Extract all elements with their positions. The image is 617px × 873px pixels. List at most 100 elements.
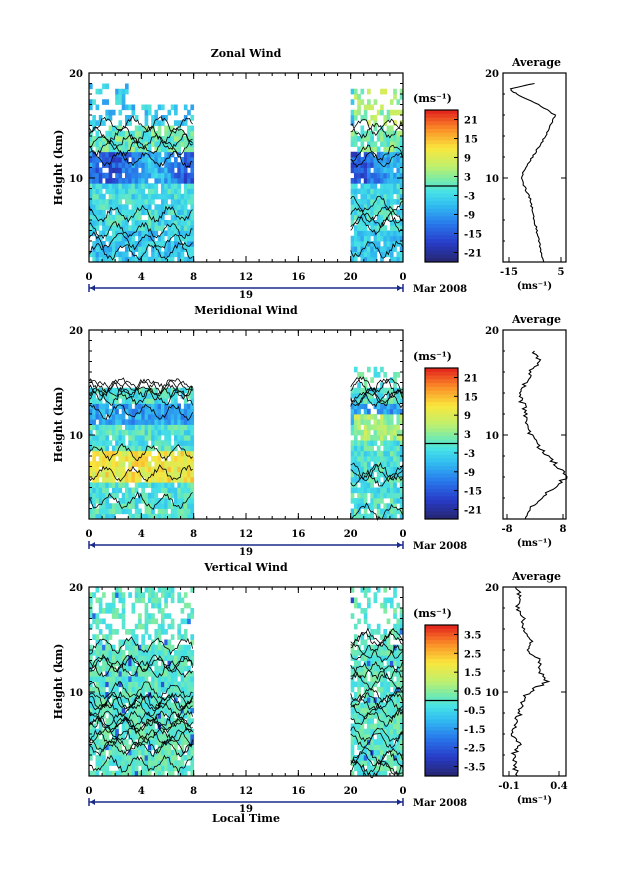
- heatmap-cell: [151, 644, 155, 651]
- heatmap-cell: [389, 414, 394, 420]
- heatmap-cell: [151, 151, 155, 158]
- heatmap-cell: [144, 230, 149, 237]
- heatmap-cell: [138, 587, 142, 593]
- heatmap-cell: [389, 734, 394, 740]
- heatmap-cell: [164, 461, 168, 467]
- heatmap-cell: [141, 697, 145, 703]
- heatmap-cell: [183, 440, 188, 446]
- heatmap-cell: [363, 246, 368, 252]
- heatmap-cell: [147, 728, 152, 735]
- heatmap-cell: [399, 408, 404, 415]
- heatmap-cell: [121, 450, 126, 457]
- heatmap-cell: [124, 251, 129, 258]
- heatmap-cell: [115, 424, 119, 431]
- heatmap-cell: [167, 713, 172, 719]
- x-tick-label: 16: [291, 272, 305, 283]
- heatmap-cell: [128, 235, 132, 242]
- heatmap-cell: [367, 650, 371, 656]
- heatmap-cell: [98, 429, 103, 436]
- heatmap-cell: [98, 230, 103, 237]
- heatmap-cell: [167, 498, 172, 504]
- colorbar-unit-label: (ms⁻¹): [413, 350, 452, 363]
- heatmap-cell: [183, 151, 188, 158]
- heatmap-cell: [124, 755, 129, 761]
- heatmap-cell: [180, 193, 185, 200]
- colorbar-segment: [425, 243, 458, 248]
- heatmap-cell: [102, 424, 106, 431]
- heatmap-cell: [180, 498, 185, 504]
- heatmap-cell: [183, 692, 188, 698]
- heatmap-cell: [167, 246, 172, 252]
- heatmap-cell: [350, 728, 355, 735]
- heatmap-cell: [393, 120, 397, 126]
- colorbar-segment: [425, 632, 458, 637]
- heatmap-cell: [363, 183, 368, 189]
- heatmap-cell: [380, 602, 384, 609]
- heatmap-cell: [386, 471, 391, 478]
- heatmap-cell: [350, 429, 355, 436]
- heatmap-cell: [105, 508, 110, 515]
- heatmap-cell: [360, 167, 365, 174]
- heatmap-cell: [131, 151, 136, 158]
- heatmap-cell: [350, 450, 355, 457]
- heatmap-cell: [383, 419, 388, 425]
- heatmap-cell: [118, 393, 123, 399]
- heatmap-cell: [383, 723, 388, 730]
- contour-line: [88, 491, 193, 510]
- heatmap-cell: [89, 650, 93, 656]
- heatmap-cell: [389, 256, 394, 263]
- heatmap-cell: [95, 440, 100, 446]
- heatmap-cell: [350, 130, 355, 137]
- heatmap-cell: [350, 587, 355, 593]
- heatmap-cell: [164, 414, 168, 420]
- average-x-tick-label: 8: [560, 524, 567, 535]
- heatmap-cell: [128, 498, 132, 504]
- heatmap-cell: [95, 130, 100, 137]
- heatmap-cell: [95, 739, 100, 745]
- heatmap-cell: [92, 157, 96, 163]
- heatmap-cell: [131, 644, 136, 651]
- heatmap-cell: [141, 172, 145, 179]
- heatmap-cell: [138, 225, 142, 231]
- heatmap-cell: [124, 393, 129, 399]
- heatmap-cell: [370, 225, 374, 231]
- heatmap-cell: [144, 707, 149, 714]
- heatmap-cell: [151, 235, 155, 242]
- heatmap-cell: [386, 513, 391, 520]
- heatmap-cell: [376, 450, 381, 457]
- heatmap-cell: [367, 623, 371, 630]
- heatmap-cell: [134, 686, 139, 693]
- heatmap-cell: [144, 408, 149, 415]
- heatmap-cell: [160, 503, 165, 509]
- heatmap-cell: [363, 686, 368, 693]
- contour-line: [350, 388, 403, 407]
- heatmap-cell: [105, 450, 110, 457]
- heatmap-cell: [157, 665, 162, 672]
- heatmap-cell: [353, 623, 358, 630]
- heatmap-cell: [131, 760, 136, 766]
- heatmap-cell: [360, 162, 365, 168]
- heatmap-cell: [190, 429, 195, 436]
- heatmap-cell: [105, 608, 110, 614]
- heatmap-cell: [138, 136, 142, 142]
- contour-line: [88, 139, 193, 157]
- colorbar-segment: [425, 477, 458, 482]
- colorbar-segment: [425, 719, 458, 724]
- heatmap-cell: [105, 770, 110, 777]
- heatmap-cell: [350, 204, 355, 210]
- heatmap-cell: [393, 623, 397, 630]
- heatmap-cell: [170, 597, 175, 604]
- heatmap-cell: [138, 435, 142, 441]
- x-axis-label: Local Time: [212, 812, 280, 825]
- heatmap-cell: [190, 419, 195, 425]
- heatmap-cell: [167, 256, 172, 263]
- heatmap-cell: [380, 188, 384, 195]
- heatmap-cell: [138, 199, 142, 205]
- heatmap-cell: [380, 755, 384, 761]
- heatmap-cell: [147, 650, 152, 656]
- heatmap-cell: [350, 151, 355, 158]
- heatmap-cell: [95, 498, 100, 504]
- heatmap-cell: [187, 676, 191, 682]
- heatmap-cell: [160, 623, 165, 630]
- heatmap-cell: [393, 241, 397, 247]
